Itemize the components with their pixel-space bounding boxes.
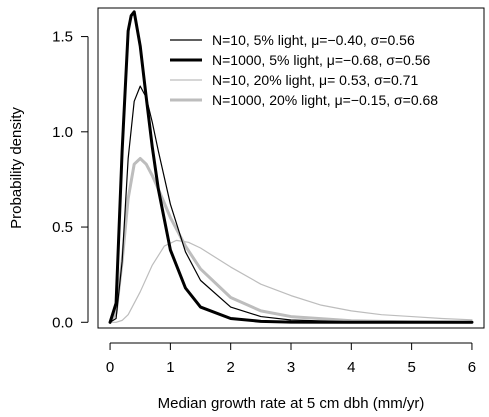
curves	[108, 10, 474, 324]
x-tick-label: 6	[468, 359, 476, 376]
series-line-2	[108, 10, 474, 324]
x-tick-label: 1	[166, 359, 174, 376]
y-tick-label: 0.5	[52, 219, 73, 236]
x-tick-label: 5	[407, 359, 415, 376]
legend-label: N=10, 20% light, μ= 0.53, σ=0.71	[212, 72, 418, 88]
legend: N=10, 5% light, μ=−0.40, σ=0.56 N=1000, 5…	[170, 32, 438, 108]
series-line-3	[109, 239, 473, 323]
legend-label: N=1000, 20% light, μ=−0.15, σ=0.68	[212, 92, 438, 108]
series-line-1	[109, 85, 473, 323]
x-tick-label: 2	[227, 359, 235, 376]
y-axis-label: Probability density	[8, 107, 25, 229]
x-tick-label: 3	[287, 359, 295, 376]
y-tick-label: 0.0	[52, 314, 73, 331]
legend-label: N=10, 5% light, μ=−0.40, σ=0.56	[212, 32, 415, 48]
x-tick-label: 4	[347, 359, 355, 376]
x-axis: 0 1 2 3 4 5 6	[106, 342, 476, 376]
y-axis: 0.0 0.5 1.0 1.5	[52, 29, 89, 331]
x-tick-label: 0	[106, 359, 114, 376]
y-tick-label: 1.0	[52, 124, 73, 141]
x-axis-label: Median growth rate at 5 cm dbh (mm/yr)	[158, 395, 425, 412]
legend-label: N=1000, 5% light, μ=−0.68, σ=0.56	[212, 52, 431, 68]
plot-frame	[97, 7, 485, 329]
y-tick-label: 1.5	[52, 29, 73, 46]
series-line-4	[108, 156, 474, 324]
